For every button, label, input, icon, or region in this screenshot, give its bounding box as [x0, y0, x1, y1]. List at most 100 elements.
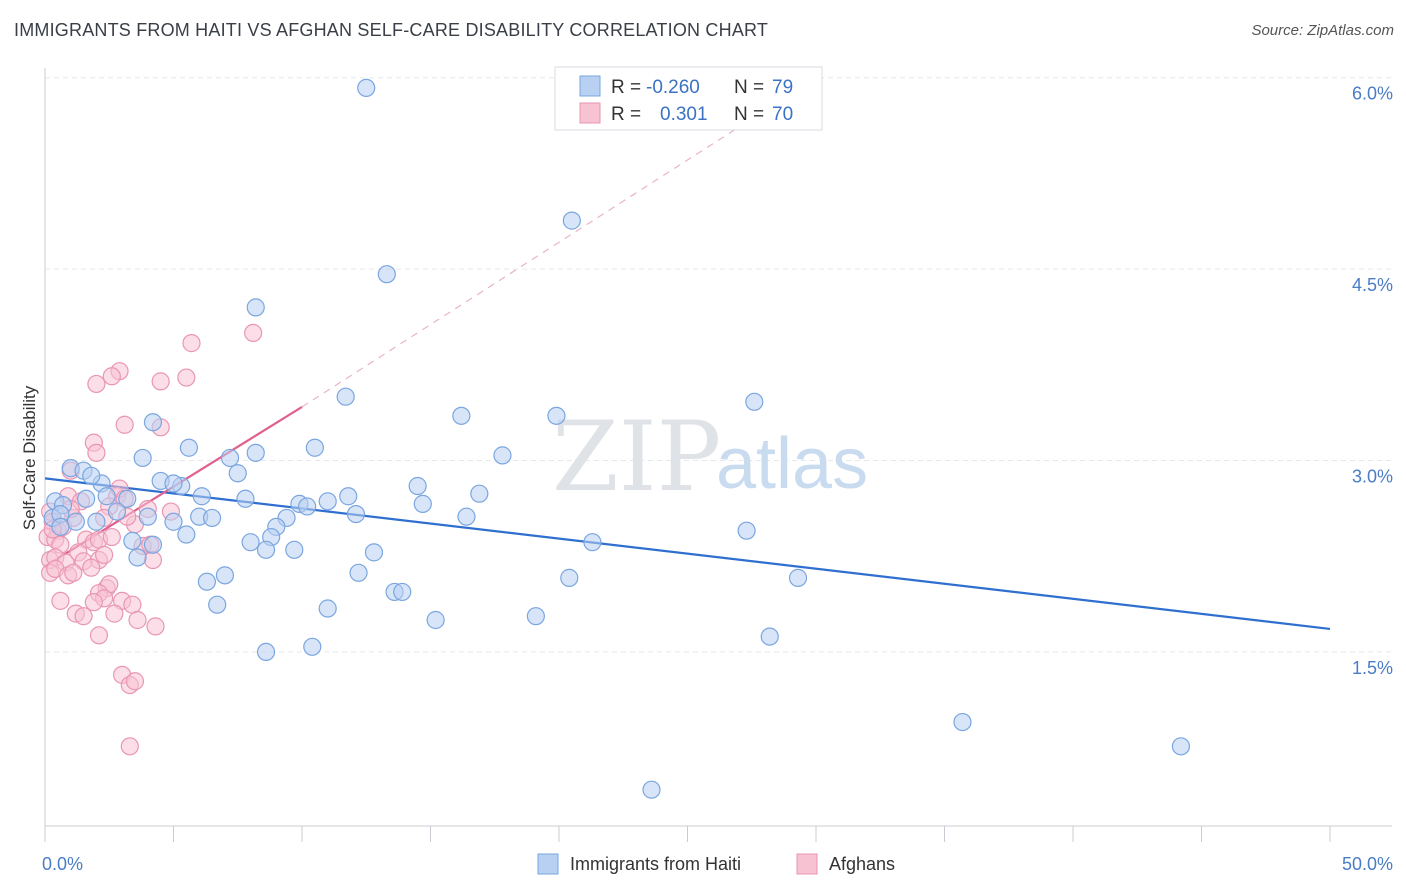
- haiti-point: [220, 448, 240, 468]
- haiti-trend-line: [44, 477, 1331, 631]
- bottom-legend-swatch-haiti: [537, 853, 559, 875]
- haiti-point: [123, 531, 142, 550]
- y-tick-label: 4.5%: [1352, 275, 1393, 295]
- afghan-point: [87, 374, 106, 394]
- haiti-point: [642, 780, 661, 799]
- haiti-point: [143, 413, 163, 432]
- y-tick-labels: 1.5% 3.0% 4.5% 6.0%: [1352, 84, 1393, 678]
- legend-r-label-afghan: R =: [611, 104, 641, 125]
- haiti-point: [208, 595, 227, 614]
- afghan-point: [74, 607, 93, 626]
- haiti-point: [318, 599, 337, 618]
- afghan-point: [143, 550, 163, 570]
- afghan-point: [151, 372, 170, 391]
- legend-r-value-haiti: -0.260: [646, 77, 700, 98]
- legend-n-label-haiti: N =: [734, 77, 764, 98]
- haiti-point: [457, 507, 476, 526]
- afghan-point: [64, 563, 83, 582]
- haiti-point: [256, 540, 276, 559]
- haiti-point: [413, 494, 432, 513]
- chart-title: IMMIGRANTS FROM HAITI VS AFGHAN SELF-CAR…: [14, 20, 769, 40]
- legend-n-value-haiti: 79: [772, 77, 793, 98]
- haiti-point: [452, 406, 471, 425]
- legend-n-label-afghan: N =: [734, 104, 764, 125]
- haiti-point: [285, 540, 304, 559]
- haiti-point: [426, 610, 445, 630]
- haiti-point: [339, 487, 358, 506]
- haiti-point: [87, 512, 106, 531]
- haiti-point: [346, 504, 366, 524]
- haiti-point: [349, 563, 368, 582]
- watermark: ZIP atlas: [552, 401, 868, 513]
- legend-n-value-afghan: 70: [772, 104, 793, 125]
- haiti-point: [197, 572, 217, 591]
- afghan-point: [51, 591, 70, 610]
- haiti-point: [336, 387, 355, 406]
- bottom-legend-swatch-afghan: [796, 853, 818, 875]
- haiti-point: [246, 298, 265, 317]
- haiti-point: [745, 392, 764, 411]
- haiti-point: [228, 464, 247, 483]
- y-tick-label: 3.0%: [1352, 467, 1393, 487]
- afghan-point: [182, 334, 201, 353]
- bottom-legend-label-haiti: Immigrants from Haiti: [570, 854, 741, 874]
- legend-swatch-haiti: [579, 75, 601, 97]
- afghan-point: [95, 545, 114, 565]
- legend-swatch-afghan: [579, 102, 601, 124]
- haiti-point: [236, 489, 255, 508]
- haiti-point: [305, 438, 324, 457]
- haiti-point: [133, 448, 152, 468]
- legend: R = -0.260 N = 79 R = 0.301 N = 70: [554, 66, 823, 131]
- haiti-point: [138, 507, 157, 526]
- haiti-point: [177, 525, 196, 544]
- haiti-point: [303, 637, 322, 656]
- haiti-point: [164, 474, 183, 493]
- axes: [44, 68, 1392, 842]
- afghan-point: [102, 367, 121, 386]
- afghan-point: [244, 323, 263, 342]
- haiti-point: [256, 642, 276, 662]
- haiti-point: [51, 517, 70, 536]
- afghan-point: [105, 604, 124, 623]
- haiti-point: [241, 533, 260, 552]
- haiti-point: [246, 443, 265, 462]
- haiti-point: [393, 582, 412, 602]
- haiti-point: [560, 568, 579, 587]
- haiti-point: [143, 535, 163, 554]
- haiti-point: [202, 508, 222, 528]
- afghan-point: [146, 617, 165, 636]
- afghan-point: [89, 626, 109, 645]
- haiti-point: [737, 521, 756, 540]
- y-tick-label: 6.0%: [1352, 84, 1393, 104]
- haiti-point: [788, 568, 808, 587]
- haiti-point: [953, 712, 972, 732]
- haiti-point: [583, 533, 602, 552]
- legend-r-label-haiti: R =: [611, 77, 641, 98]
- afghan-point: [82, 558, 101, 577]
- afghan-point: [120, 737, 139, 756]
- haiti-point: [298, 497, 317, 516]
- haiti-point: [760, 627, 779, 646]
- afghan-point: [87, 443, 106, 462]
- gridlines: [45, 77, 1392, 653]
- haiti-point: [377, 265, 396, 284]
- afghan-point: [125, 672, 145, 691]
- haiti-point: [493, 446, 512, 465]
- haiti-point: [107, 502, 127, 521]
- chart-source: Source: ZipAtlas.com: [1251, 22, 1394, 39]
- afghan-point: [123, 595, 142, 614]
- afghan-point: [102, 527, 121, 547]
- y-tick-label: 1.5%: [1352, 658, 1393, 678]
- haiti-point: [318, 492, 337, 511]
- haiti-point: [192, 487, 211, 506]
- trend-lines: [44, 77, 1331, 631]
- haiti-point: [470, 484, 489, 503]
- watermark-zip: ZIP: [552, 401, 721, 513]
- x-tick-label: 50.0%: [1342, 854, 1393, 874]
- haiti-point: [1171, 737, 1191, 756]
- haiti-point: [526, 607, 545, 626]
- haiti-point: [82, 466, 101, 485]
- watermark-atlas: atlas: [716, 424, 868, 504]
- legend-r-value-afghan: 0.301: [660, 104, 708, 125]
